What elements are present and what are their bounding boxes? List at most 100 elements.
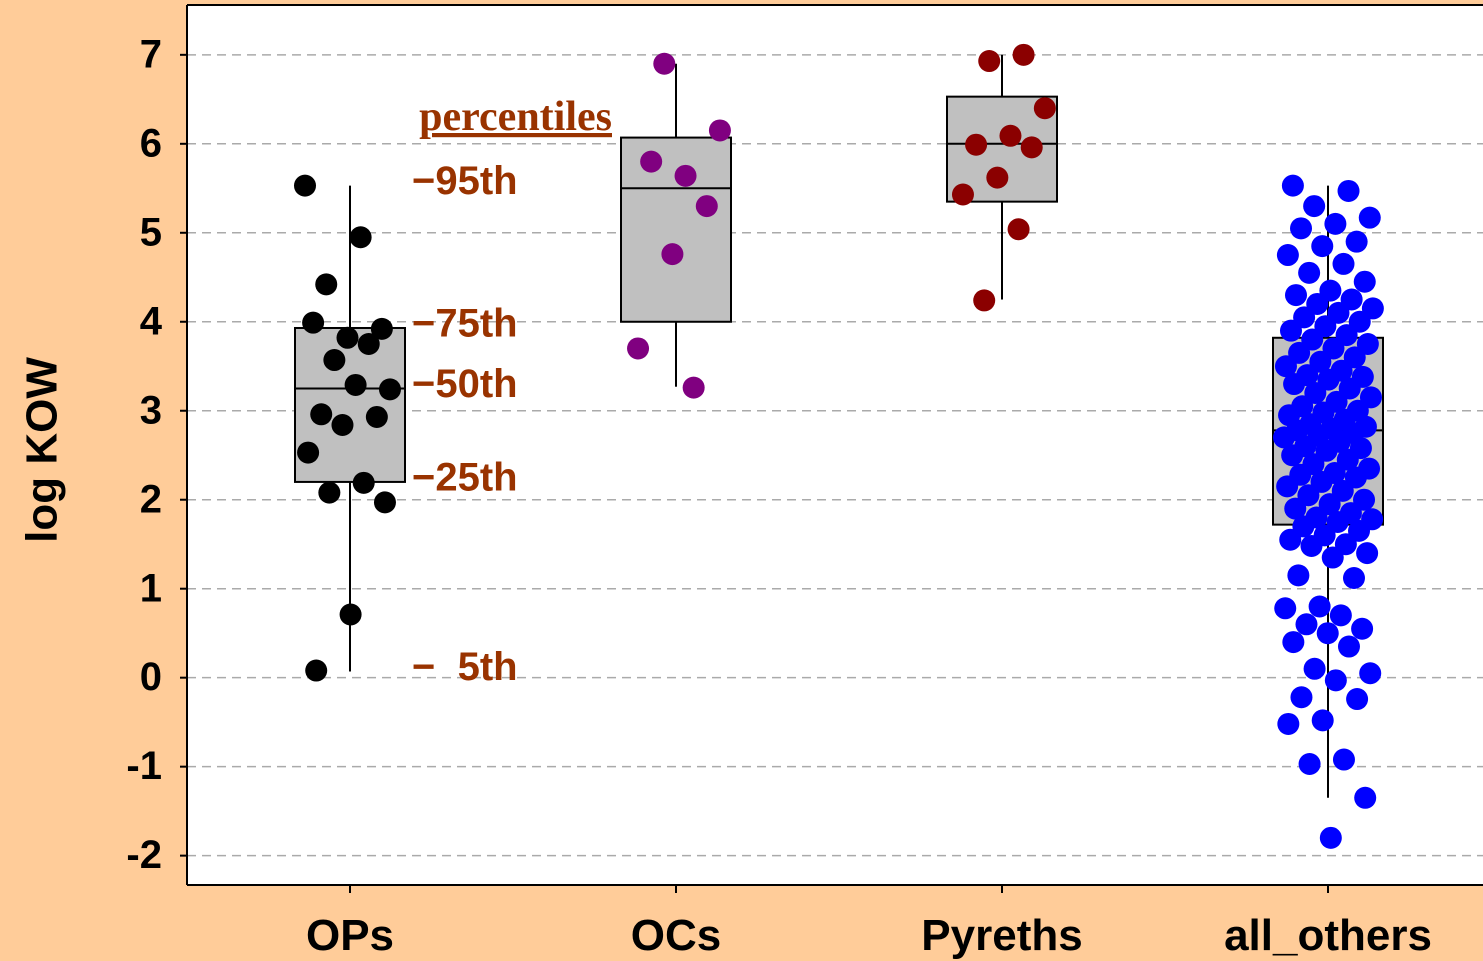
point	[965, 133, 988, 156]
point	[1033, 97, 1056, 120]
y-tick-label: 0	[140, 655, 162, 699]
point	[1012, 43, 1035, 66]
annotation: −25th	[412, 455, 518, 499]
point	[1303, 657, 1326, 680]
point	[1276, 475, 1299, 498]
point	[297, 441, 320, 464]
point	[1281, 444, 1304, 467]
y-tick-label: 7	[140, 32, 162, 76]
point	[1337, 179, 1360, 202]
point	[331, 413, 354, 436]
point	[1353, 270, 1376, 293]
point	[1308, 595, 1331, 618]
point	[315, 273, 338, 296]
point	[1020, 136, 1043, 159]
y-tick-label: 3	[140, 388, 162, 432]
point	[1329, 604, 1352, 627]
point	[1319, 826, 1342, 849]
point	[1290, 217, 1313, 240]
point	[323, 349, 346, 372]
y-axis-label: log KOW	[18, 357, 67, 543]
point	[352, 471, 375, 494]
point	[695, 195, 718, 218]
point	[302, 311, 325, 334]
point	[1332, 252, 1355, 275]
annotation: −50th	[412, 362, 518, 406]
point	[1324, 212, 1347, 235]
point	[365, 405, 388, 428]
point	[1282, 631, 1305, 654]
point	[1298, 261, 1321, 284]
point	[999, 124, 1022, 147]
point	[1290, 686, 1313, 709]
y-tick-label: 2	[140, 477, 162, 521]
y-tick-label: -2	[126, 833, 162, 877]
point	[951, 183, 974, 206]
point	[1324, 669, 1347, 692]
point	[978, 50, 1001, 73]
point	[1303, 195, 1326, 218]
box	[620, 136, 732, 323]
point	[1007, 218, 1030, 241]
point	[339, 603, 362, 626]
point	[336, 326, 359, 349]
point	[1274, 597, 1297, 620]
point	[1279, 528, 1302, 551]
point	[1321, 546, 1344, 569]
point	[1311, 235, 1334, 258]
point	[373, 491, 396, 514]
point	[661, 243, 684, 266]
point	[1300, 534, 1323, 557]
point	[1316, 622, 1339, 645]
point	[653, 52, 676, 75]
y-tick-label: 5	[140, 210, 162, 254]
point	[1359, 662, 1382, 685]
point	[1273, 426, 1296, 449]
point	[1346, 688, 1369, 711]
point	[349, 226, 372, 249]
point	[357, 333, 380, 356]
point	[318, 481, 341, 504]
point	[708, 119, 731, 142]
point	[1351, 617, 1374, 640]
point	[1295, 613, 1318, 636]
point	[370, 317, 393, 340]
point	[378, 378, 401, 401]
annotation: −95th	[412, 159, 518, 203]
x-tick-label: Pyreths	[921, 911, 1082, 960]
point	[1337, 635, 1360, 658]
point	[1276, 244, 1299, 267]
point	[1284, 497, 1307, 520]
x-tick-label: OPs	[306, 911, 394, 960]
point	[294, 174, 316, 197]
annotation-title: percentiles	[419, 94, 612, 140]
point	[986, 166, 1009, 189]
y-tick-label: 4	[140, 299, 163, 343]
y-tick-label: 6	[140, 121, 162, 165]
point	[1358, 206, 1381, 229]
point	[1342, 567, 1365, 590]
point	[640, 150, 663, 173]
point	[1356, 542, 1379, 565]
point	[627, 337, 650, 360]
y-tick-label: -1	[126, 744, 162, 788]
point	[973, 289, 996, 312]
point	[682, 376, 705, 399]
point	[1311, 709, 1334, 732]
point	[310, 403, 333, 426]
annotation: −75th	[412, 302, 518, 346]
point	[1284, 284, 1307, 307]
point	[1279, 319, 1302, 342]
point	[1287, 564, 1310, 587]
y-tick-label: 1	[140, 566, 162, 610]
point	[1345, 230, 1368, 253]
point	[1298, 752, 1321, 775]
point	[1283, 373, 1306, 396]
x-tick-label: OCs	[631, 911, 721, 960]
annotation: − 5th	[412, 645, 518, 689]
x-tick-label: all_others	[1224, 911, 1432, 960]
point	[1281, 174, 1304, 197]
point	[1274, 355, 1297, 378]
point	[1354, 786, 1377, 809]
